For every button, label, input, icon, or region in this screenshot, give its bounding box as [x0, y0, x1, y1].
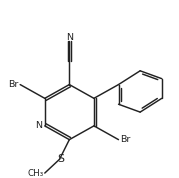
- Text: Br: Br: [8, 80, 18, 89]
- Text: Br: Br: [120, 135, 131, 144]
- Text: N: N: [66, 33, 73, 42]
- Text: S: S: [57, 154, 64, 164]
- Text: N: N: [35, 121, 42, 130]
- Text: CH₃: CH₃: [28, 169, 44, 178]
